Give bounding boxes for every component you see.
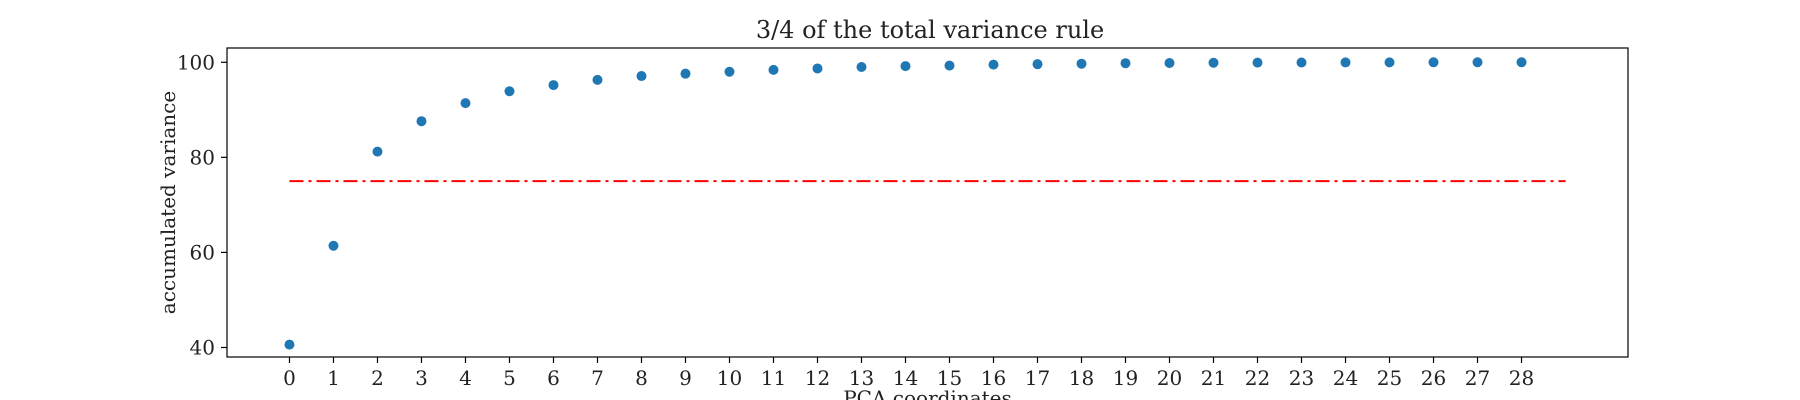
x-tick-label: 18 bbox=[1069, 366, 1094, 390]
y-axis-ticks: 40 60 80 100 bbox=[177, 50, 227, 359]
data-point bbox=[1384, 57, 1395, 68]
x-tick-label: 8 bbox=[635, 366, 648, 390]
data-point bbox=[1076, 58, 1087, 69]
data-point bbox=[1120, 58, 1131, 69]
x-tick-label: 11 bbox=[761, 366, 786, 390]
x-tick-label: 5 bbox=[503, 366, 516, 390]
data-point bbox=[944, 60, 955, 71]
x-tick-label: 22 bbox=[1245, 366, 1270, 390]
data-point bbox=[1032, 59, 1043, 70]
x-axis-ticks: 0 1 2 3 4 5 6 7 8 9 10 11 12 13 14 15 16 17 18 19 20 21 22 23 24… bbox=[283, 357, 1534, 390]
data-point bbox=[1164, 57, 1175, 68]
data-point bbox=[372, 146, 383, 157]
data-point bbox=[1208, 57, 1219, 68]
x-tick-label: 25 bbox=[1377, 366, 1402, 390]
plot-frame bbox=[226, 47, 1629, 358]
data-point bbox=[1428, 57, 1439, 68]
data-point bbox=[680, 68, 691, 79]
x-tick-label: 2 bbox=[371, 366, 384, 390]
x-tick-label: 13 bbox=[849, 366, 874, 390]
data-point bbox=[548, 80, 559, 91]
x-tick-label: 20 bbox=[1157, 366, 1182, 390]
x-tick-label: 0 bbox=[283, 366, 296, 390]
data-point bbox=[988, 59, 999, 70]
chart-title: 3/4 of the total variance rule bbox=[756, 16, 1104, 44]
x-tick-label: 15 bbox=[937, 366, 962, 390]
data-points-group bbox=[284, 57, 1527, 350]
data-point bbox=[812, 63, 823, 74]
plot-area bbox=[226, 47, 1629, 358]
x-tick-label: 21 bbox=[1201, 366, 1226, 390]
data-point bbox=[1516, 57, 1527, 68]
y-tick-label: 100 bbox=[177, 50, 215, 74]
x-tick-label: 1 bbox=[327, 366, 340, 390]
y-tick-label: 60 bbox=[190, 240, 215, 264]
y-tick-label: 80 bbox=[190, 145, 215, 169]
x-tick-label: 26 bbox=[1421, 366, 1446, 390]
x-tick-label: 19 bbox=[1113, 366, 1138, 390]
data-point bbox=[284, 339, 295, 350]
data-point bbox=[1296, 57, 1307, 68]
y-axis-label: accumulated variance bbox=[156, 91, 180, 314]
data-point bbox=[1472, 57, 1483, 68]
x-tick-label: 27 bbox=[1465, 366, 1490, 390]
x-tick-label: 24 bbox=[1333, 366, 1358, 390]
x-tick-label: 17 bbox=[1025, 366, 1050, 390]
data-point bbox=[460, 98, 471, 109]
data-point bbox=[768, 64, 779, 75]
x-axis-label: PCA coordinates bbox=[843, 386, 1012, 400]
x-tick-label: 14 bbox=[893, 366, 918, 390]
data-point bbox=[416, 116, 427, 127]
data-point bbox=[1340, 57, 1351, 68]
data-point bbox=[856, 62, 867, 73]
x-tick-label: 3 bbox=[415, 366, 428, 390]
x-tick-label: 7 bbox=[591, 366, 604, 390]
data-point bbox=[592, 74, 603, 85]
x-tick-label: 9 bbox=[679, 366, 692, 390]
data-point bbox=[724, 66, 735, 77]
x-tick-label: 6 bbox=[547, 366, 560, 390]
x-tick-label: 28 bbox=[1509, 366, 1534, 390]
data-point bbox=[900, 61, 911, 72]
data-point bbox=[1252, 57, 1263, 68]
y-tick-label: 40 bbox=[190, 335, 215, 359]
x-tick-label: 12 bbox=[805, 366, 830, 390]
x-tick-label: 4 bbox=[459, 366, 472, 390]
x-tick-label: 10 bbox=[717, 366, 742, 390]
data-point bbox=[504, 86, 515, 97]
data-point bbox=[328, 240, 339, 251]
x-tick-label: 16 bbox=[981, 366, 1006, 390]
x-tick-label: 23 bbox=[1289, 366, 1314, 390]
data-point bbox=[636, 71, 647, 82]
